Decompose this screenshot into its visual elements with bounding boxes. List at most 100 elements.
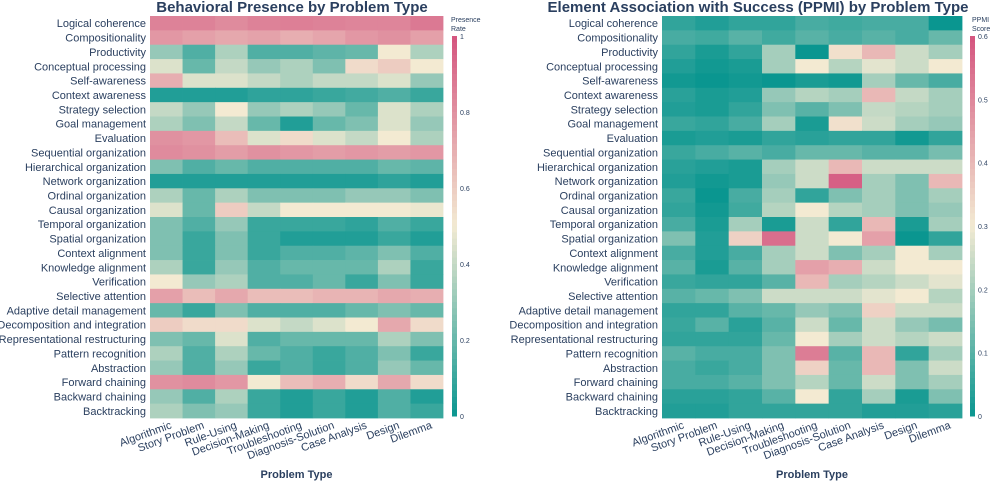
heatmap-cell [182, 288, 216, 304]
heatmap-cell [345, 245, 379, 261]
row-label: Network organization [555, 176, 658, 188]
colorbar-segment [970, 93, 975, 100]
heatmap-cell [728, 331, 763, 347]
heatmap-cell [312, 389, 346, 405]
heatmap-cell [182, 130, 216, 146]
heatmap-cell [345, 59, 379, 74]
row-label: Context alignment [57, 248, 146, 260]
colorbar-segment [452, 327, 457, 335]
heatmap-cell [345, 346, 379, 361]
colorbar-segment [970, 352, 975, 360]
heatmap-cell [795, 30, 830, 46]
heatmap-cell [862, 260, 896, 275]
heatmap-cell [795, 217, 830, 232]
heatmap-cell [280, 231, 314, 247]
heatmap-cell [410, 16, 444, 31]
heatmap-cell [150, 389, 183, 405]
heatmap-cell [345, 145, 379, 160]
row-label: Representational restructuring [511, 334, 658, 346]
heatmap-cell [215, 202, 249, 218]
row-label: Ordinal organization [560, 190, 658, 202]
colorbar-segment [970, 251, 975, 259]
heatmap-cell [828, 188, 863, 204]
heatmap-cell [312, 173, 346, 189]
heatmap-cell [345, 260, 379, 275]
heatmap-cell [150, 159, 183, 175]
colorbar-segment [452, 302, 457, 309]
heatmap-cell [150, 288, 183, 304]
colorbar-segment [970, 403, 975, 411]
row-label: Causal organization [49, 205, 146, 217]
colorbar-segment [452, 346, 457, 354]
heatmap-cell [312, 87, 346, 103]
row-label: Evaluation [95, 133, 146, 145]
row-label: Backtracking [83, 406, 146, 418]
heatmap-cell [215, 59, 249, 74]
heatmap-cell [247, 217, 281, 232]
colorbar-segment [452, 226, 457, 233]
heatmap-cell [377, 389, 411, 405]
colorbar-segment [452, 36, 457, 43]
heatmap-cell [695, 231, 730, 247]
heatmap-cell [728, 59, 763, 74]
heatmap-cell [312, 44, 346, 60]
heatmap-cell [762, 87, 796, 103]
row-label: Context alignment [569, 248, 658, 260]
heatmap-cell [795, 317, 830, 333]
heatmap-cell [150, 116, 183, 132]
heatmap-cell [150, 102, 183, 117]
colorbar-tick-label: 0.4 [978, 161, 988, 168]
row-label: Hierarchical organization [537, 162, 658, 174]
heatmap-cell [377, 102, 411, 117]
heatmap-cell [247, 30, 281, 46]
colorbar-segment [452, 409, 457, 417]
heatmap-cell [795, 389, 830, 405]
heatmap-cell [928, 317, 963, 333]
heatmap-cell [795, 374, 830, 390]
heatmap-cell [828, 145, 863, 160]
heatmap-cell [895, 145, 930, 160]
colorbar-segment [452, 42, 457, 50]
heatmap-cell [828, 173, 863, 189]
colorbar-segment [970, 200, 975, 208]
heatmap-cell [247, 44, 281, 60]
heatmap-cell [182, 16, 216, 31]
colorbar-segment [452, 169, 457, 176]
colorbar-segment [970, 143, 975, 151]
row-label: Verification [92, 277, 146, 289]
colorbar-segment [452, 143, 457, 151]
heatmap-cell [215, 145, 249, 160]
heatmap-cell [695, 360, 730, 376]
colorbar-segment [452, 55, 457, 62]
heatmap-cell [182, 260, 216, 275]
heatmap-cell [377, 116, 411, 132]
colorbar-segment [970, 289, 975, 297]
heatmap-cell [695, 44, 730, 60]
heatmap-cell [377, 317, 411, 333]
heatmap-cell [182, 59, 216, 74]
colorbar-segment [970, 118, 975, 126]
colorbar-segment [452, 207, 457, 214]
heatmap-cell [928, 130, 963, 146]
heatmap-cell [312, 231, 346, 247]
heatmap-cell [280, 274, 314, 290]
colorbar-segment [452, 295, 457, 303]
heatmap-cell [247, 245, 281, 261]
colorbar-segment [452, 257, 457, 265]
colorbar-segment [452, 276, 457, 284]
heatmap-cell [928, 374, 963, 390]
heatmap-cell [182, 159, 216, 175]
colorbar-segment [970, 105, 975, 113]
heatmap-cell [662, 274, 696, 290]
heatmap-cell [215, 346, 249, 361]
heatmap-cell [247, 331, 281, 347]
heatmap-cell [410, 288, 444, 304]
colorbar-segment [970, 86, 975, 94]
row-label: Decomposition and integration [0, 320, 146, 332]
heatmap-cell [182, 346, 216, 361]
heatmap-cell [762, 288, 796, 304]
heatmap-cell [410, 116, 444, 132]
heatmap-cell [377, 374, 411, 390]
heatmap-cell [312, 116, 346, 132]
heatmap-cell [182, 217, 216, 232]
